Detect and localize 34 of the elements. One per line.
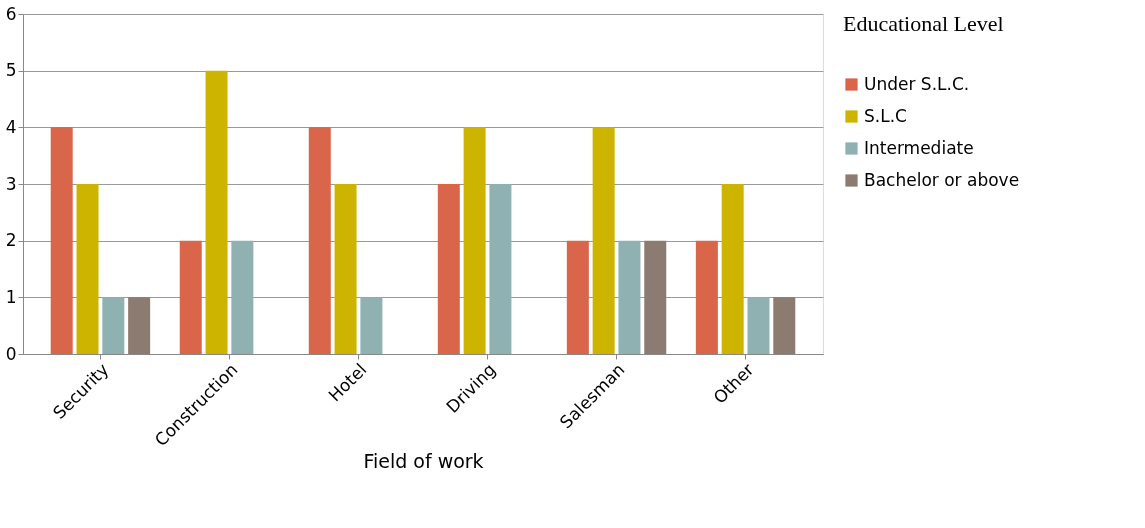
bar [205, 70, 228, 354]
legend-label: Bachelor or above [864, 169, 1020, 190]
bar [618, 240, 641, 354]
y-tick-label: 2 [5, 230, 17, 251]
bar [102, 297, 125, 354]
legend-label: S.L.C [864, 105, 907, 126]
legend-title: Educational Level [843, 11, 1004, 36]
bar [360, 297, 383, 354]
bar [773, 297, 796, 354]
bar [721, 184, 744, 354]
bar [128, 297, 151, 354]
bar [231, 240, 254, 354]
legend-label: Intermediate [864, 137, 974, 158]
bar [566, 240, 589, 354]
y-tick-label: 6 [5, 3, 17, 24]
y-tick-label: 4 [5, 116, 17, 137]
y-tick-label: 1 [5, 286, 17, 307]
x-axis-title: Field of work [363, 450, 484, 473]
bar [592, 127, 615, 354]
y-tick-label: 5 [5, 60, 17, 81]
bar [489, 184, 512, 354]
bar [50, 127, 73, 354]
bar [695, 240, 718, 354]
bar [179, 240, 202, 354]
bar [644, 240, 667, 354]
bar [437, 184, 460, 354]
bar [334, 184, 357, 354]
y-tick-label: 0 [5, 343, 17, 364]
bar [463, 127, 486, 354]
bar [76, 184, 99, 354]
bar [308, 127, 331, 354]
legend-label: Under S.L.C. [864, 73, 970, 94]
bar [747, 297, 770, 354]
y-tick-label: 3 [5, 173, 17, 194]
